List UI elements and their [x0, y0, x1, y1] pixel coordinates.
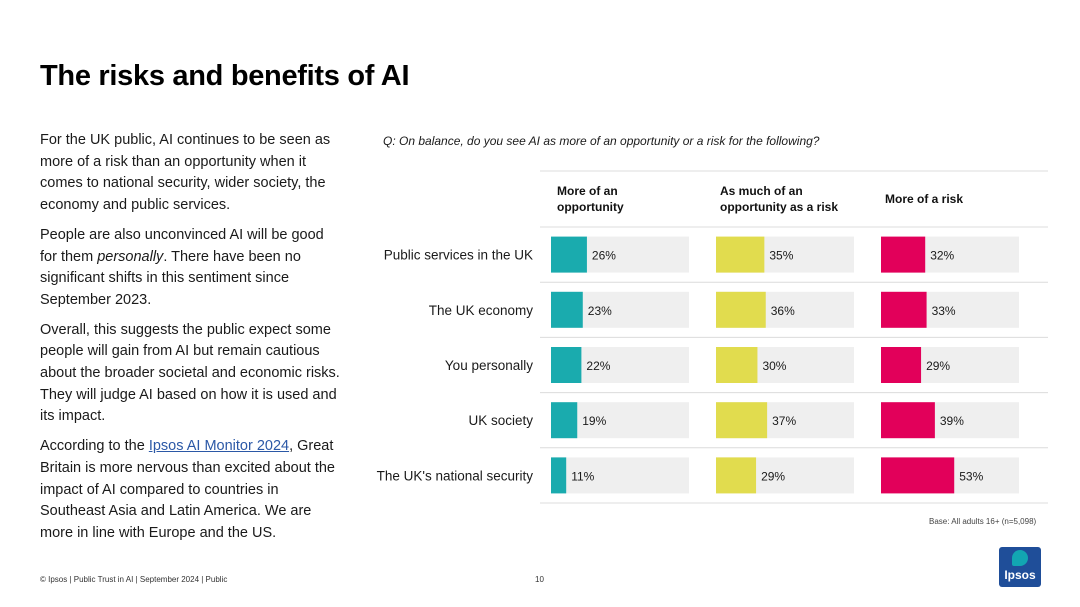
logo-mark-icon — [1012, 550, 1028, 566]
ipsos-ai-monitor-link[interactable]: Ipsos AI Monitor 2024 — [148, 438, 290, 455]
paragraph-1: For the UK public, AI continues to be se… — [40, 132, 331, 214]
footer-text: © Ipsos | Public Trust in AI | September… — [40, 575, 228, 584]
paragraph-4: According to the Ipsos AI Monitor 2024, … — [40, 436, 340, 545]
data-label: 36% — [771, 304, 795, 318]
data-label: 22% — [586, 359, 610, 373]
body-text: For the UK public, AI continues to be se… — [40, 130, 340, 553]
bar — [716, 402, 768, 439]
page-number: 10 — [535, 575, 544, 584]
data-label: 53% — [959, 469, 983, 483]
bar — [881, 347, 922, 383]
bar — [716, 457, 757, 494]
paragraph-4-text: According to the — [40, 438, 149, 455]
data-label: 37% — [772, 414, 796, 428]
paragraph-2-text-end: . There have been no significant shifts … — [40, 248, 301, 308]
paragraph-2-text: People are also unconvinced AI will be g… — [40, 226, 324, 265]
bar — [716, 236, 765, 273]
data-label: 26% — [592, 249, 616, 263]
data-label: 11% — [571, 469, 594, 483]
data-label: 19% — [582, 414, 606, 428]
column-header-3: More of a risk — [885, 192, 963, 206]
paragraph-2-emphasis: personally — [97, 248, 164, 265]
bar — [716, 347, 758, 383]
logo-text: Ipsos — [1004, 568, 1036, 582]
column-header-1: More of an opportunity — [557, 184, 624, 214]
bar — [551, 236, 587, 273]
bar — [551, 402, 578, 439]
row-label-4: UK society — [468, 413, 533, 428]
bar — [551, 347, 582, 383]
row-label-3: You personally — [445, 358, 533, 373]
row-label-2: The UK economy — [429, 303, 534, 318]
bar — [551, 291, 583, 328]
data-label: 23% — [588, 304, 612, 318]
paragraph-2: People are also unconvinced AI will be g… — [40, 225, 340, 312]
base-note: Base: All adults 16+ (n=5,098) — [929, 517, 1037, 526]
bar — [881, 457, 955, 494]
data-label: 29% — [761, 469, 785, 483]
data-label: 39% — [940, 414, 964, 428]
bar-track — [551, 457, 689, 494]
bar — [716, 291, 766, 328]
row-label-5: The UK's national security — [377, 468, 534, 483]
data-label: 32% — [930, 249, 954, 263]
bar — [881, 291, 927, 328]
data-label: 35% — [769, 249, 793, 263]
data-label: 29% — [926, 359, 950, 373]
row-label-1: Public services in the UK — [384, 248, 533, 263]
bar — [551, 457, 567, 494]
page-title: The risks and benefits of AI — [40, 60, 410, 92]
data-label: 30% — [762, 359, 786, 373]
ipsos-logo: Ipsos — [999, 547, 1041, 587]
data-label: 33% — [932, 304, 956, 318]
column-header-2: As much of an opportunity as a risk — [720, 184, 838, 214]
bar — [881, 236, 926, 273]
survey-question: Q: On balance, do you see AI as more of … — [383, 134, 820, 148]
paragraph-4-text-end: , Great Britain is more nervous than exc… — [40, 438, 335, 541]
paragraph-3: Overall, this suggests the public expect… — [40, 321, 340, 425]
bar — [881, 402, 935, 439]
